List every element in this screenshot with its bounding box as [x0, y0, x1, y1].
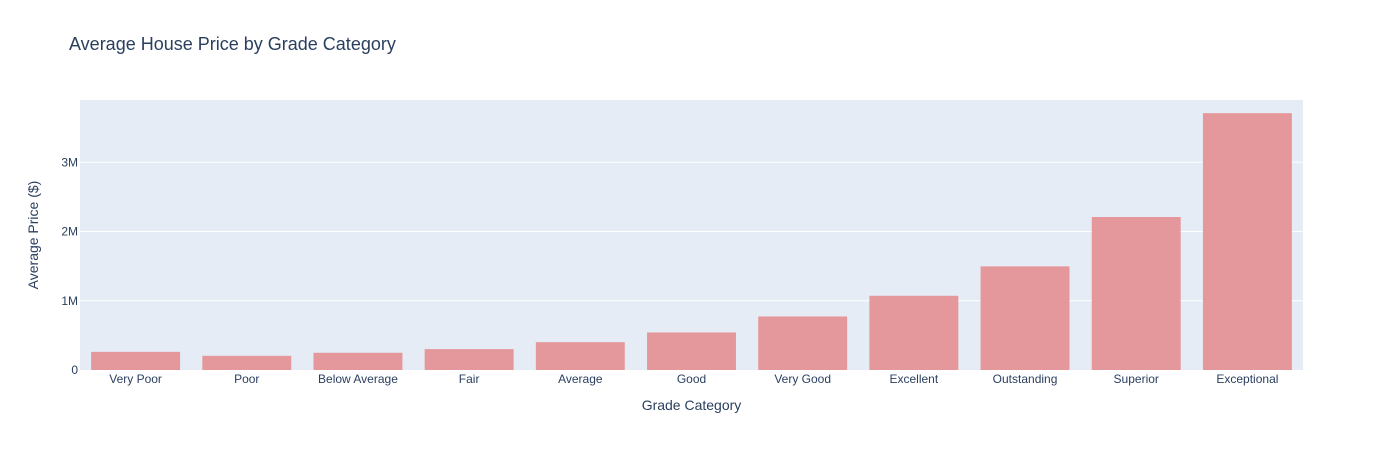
bar	[1091, 217, 1181, 370]
x-axis-title: Grade Category	[642, 397, 742, 413]
y-axis-ticks: 0 1M 2M 3M	[61, 155, 78, 377]
y-axis-title: Average Price ($)	[25, 181, 41, 290]
x-tick-label: Superior	[1114, 372, 1159, 386]
bar	[1202, 113, 1292, 371]
y-tick-label: 0	[71, 363, 78, 377]
x-tick-label: Below Average	[318, 372, 398, 386]
x-tick-label: Average	[558, 372, 603, 386]
bar	[91, 351, 181, 370]
bar	[202, 355, 292, 370]
bar	[647, 332, 736, 370]
x-tick-label: Outstanding	[993, 372, 1058, 386]
bar	[758, 316, 848, 370]
bar	[535, 342, 625, 370]
bar	[869, 295, 959, 370]
x-tick-label: Very Good	[774, 372, 831, 386]
x-tick-label: Very Poor	[109, 372, 162, 386]
x-tick-label: Excellent	[890, 372, 939, 386]
x-tick-label: Poor	[234, 372, 259, 386]
bar	[313, 352, 403, 370]
x-axis-ticks: Very Poor Poor Below Average Fair Average Goo…	[109, 372, 1278, 386]
x-tick-label: Fair	[459, 372, 480, 386]
bar	[424, 349, 514, 370]
chart-title: Average House Price by Grade Category	[69, 34, 396, 54]
y-tick-label: 3M	[61, 155, 78, 169]
bar	[980, 266, 1070, 370]
x-tick-label: Exceptional	[1216, 372, 1278, 386]
x-tick-label: Good	[677, 372, 706, 386]
y-tick-label: 1M	[61, 294, 78, 308]
y-tick-label: 2M	[61, 225, 78, 239]
bars	[91, 113, 1292, 371]
